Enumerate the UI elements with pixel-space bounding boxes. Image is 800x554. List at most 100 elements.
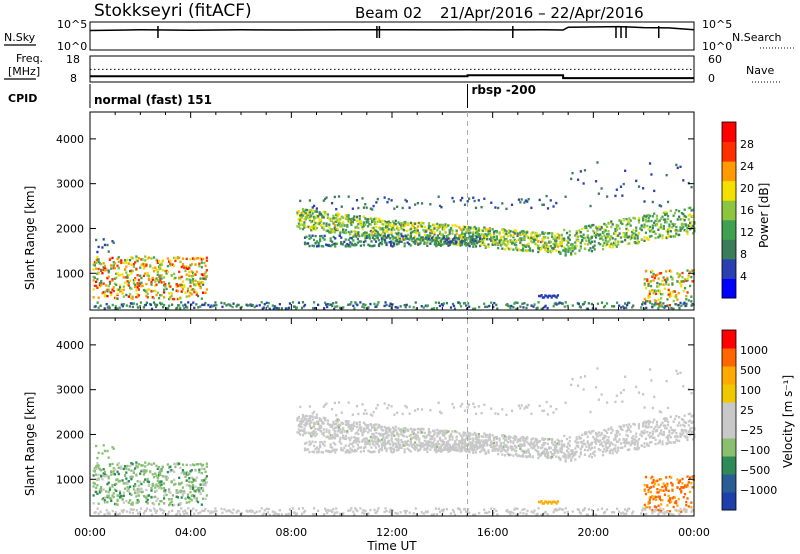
power-cell xyxy=(600,235,603,239)
power-cell xyxy=(122,276,125,279)
power-cell xyxy=(499,236,503,240)
velocity-cell xyxy=(386,436,389,439)
power-cell xyxy=(508,231,511,234)
power-cell xyxy=(394,219,397,223)
power-cell xyxy=(301,227,305,231)
power-cell xyxy=(95,261,98,264)
power-cell xyxy=(546,207,550,210)
power-cell xyxy=(597,225,600,228)
velocity-cell xyxy=(521,455,525,458)
velocity-cell xyxy=(372,434,375,438)
velocity-cell xyxy=(633,447,636,451)
velocity-cell xyxy=(548,437,551,441)
power-cell xyxy=(145,301,149,304)
velocity-cell xyxy=(131,501,134,504)
power-cell xyxy=(353,307,356,310)
power-cell xyxy=(405,200,408,203)
velocity-cell xyxy=(517,438,521,442)
velocity-cell xyxy=(325,449,328,452)
velocity-cell xyxy=(625,441,628,445)
velocity-cell xyxy=(340,448,343,452)
velocity-cell xyxy=(110,470,113,473)
power-cell xyxy=(314,242,317,245)
power-cell xyxy=(657,277,660,280)
velocity-cell xyxy=(444,444,447,447)
velocity-cell xyxy=(648,441,652,444)
velocity-cell xyxy=(366,439,370,443)
velocity-cell xyxy=(579,440,582,444)
power-cell xyxy=(603,230,606,234)
power-cell xyxy=(102,262,105,265)
power-cell xyxy=(570,253,573,256)
velocity-cell xyxy=(503,439,507,442)
power-cell xyxy=(178,270,181,274)
velocity-cell xyxy=(590,442,594,445)
power-cell xyxy=(138,305,142,308)
power-cell xyxy=(653,212,656,215)
velocity-cell xyxy=(312,429,316,433)
velocity-cell xyxy=(527,442,530,446)
power-cell xyxy=(655,217,659,220)
power-cell xyxy=(528,249,532,252)
velocity-cell xyxy=(166,476,169,480)
power-cell xyxy=(146,288,149,292)
velocity-cell xyxy=(633,438,636,441)
power-cell xyxy=(583,169,587,172)
velocity-cell xyxy=(110,473,113,476)
velocity-cell xyxy=(502,434,505,437)
power-cell xyxy=(175,289,178,292)
velocity-cell xyxy=(474,446,477,449)
velocity-cell xyxy=(129,475,132,479)
power-cell xyxy=(397,235,400,239)
power-cell xyxy=(203,261,206,265)
power-cell xyxy=(113,277,117,280)
power-cell xyxy=(150,290,153,293)
power-cell xyxy=(487,245,490,248)
power-cell xyxy=(637,185,641,188)
velocity-cell xyxy=(642,431,645,435)
power-cell xyxy=(322,216,325,219)
power-cell xyxy=(542,237,545,240)
velocity-cell xyxy=(355,421,359,425)
velocity-cell xyxy=(433,429,436,432)
velocity-cell xyxy=(527,448,530,451)
velocity-cell xyxy=(318,419,321,422)
power-cell xyxy=(459,199,462,202)
velocity-cell xyxy=(386,427,389,430)
velocity-cell xyxy=(530,438,533,441)
power-cell xyxy=(681,276,684,279)
velocity-cell xyxy=(505,438,508,442)
power-cell xyxy=(445,236,449,240)
power-cell xyxy=(314,221,317,225)
velocity-cell xyxy=(135,464,138,467)
power-cell xyxy=(365,234,369,238)
velocity-cell xyxy=(689,433,692,437)
velocity-cell xyxy=(93,490,96,494)
power-cell xyxy=(92,263,95,266)
power-cell xyxy=(146,292,149,296)
power-cell xyxy=(661,227,664,230)
velocity-cell xyxy=(350,429,353,433)
power-cell xyxy=(557,237,561,240)
velocity-cell xyxy=(512,436,515,440)
power-cell xyxy=(328,217,331,220)
velocity-cell xyxy=(427,432,431,436)
power-cell xyxy=(420,236,423,239)
velocity-cell xyxy=(329,443,332,446)
power-cell xyxy=(149,303,153,306)
velocity-cell xyxy=(299,433,302,436)
power-cell xyxy=(199,277,202,280)
power-cell xyxy=(454,240,458,243)
velocity-cell xyxy=(170,497,173,501)
velocity-cell xyxy=(678,415,681,419)
power-cell xyxy=(660,272,663,275)
power-cell xyxy=(321,226,324,229)
power-cell xyxy=(531,231,534,234)
power-cell xyxy=(552,242,555,246)
velocity-cell xyxy=(460,448,464,451)
velocity-cell xyxy=(443,431,446,434)
velocity-cell xyxy=(385,442,388,445)
velocity-cell xyxy=(582,439,585,442)
power-cell xyxy=(484,229,487,233)
velocity-cell xyxy=(485,440,489,443)
